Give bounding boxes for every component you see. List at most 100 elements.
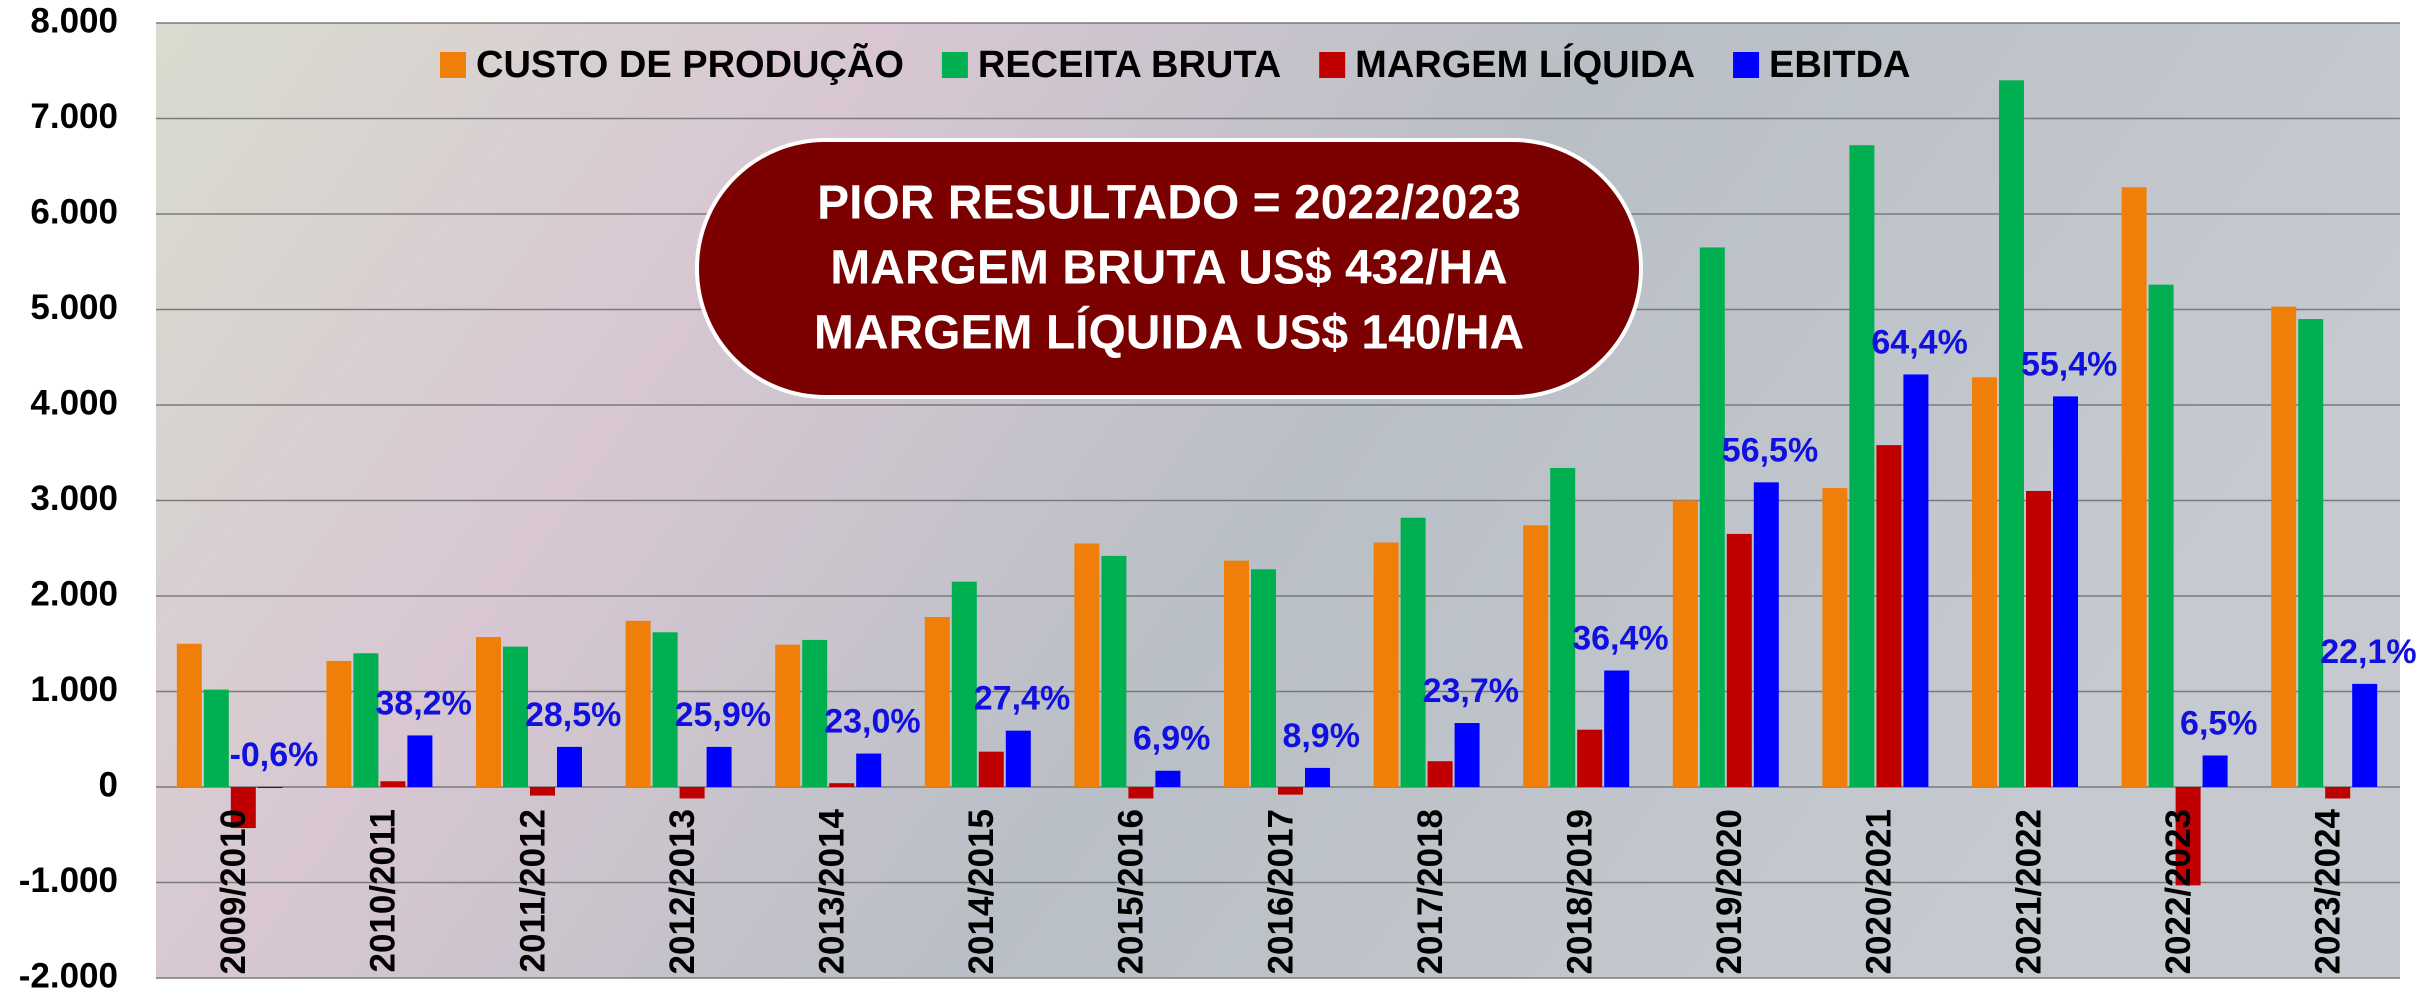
x-tick-label: 2021/2022 — [2009, 809, 2048, 974]
bar — [1006, 731, 1031, 787]
y-tick-label: 2.000 — [30, 574, 118, 613]
bar — [1822, 488, 1847, 787]
bar — [775, 645, 800, 787]
x-tick-label: 2011/2012 — [513, 809, 552, 973]
bar — [530, 787, 555, 796]
y-tick-label: 1.000 — [30, 670, 118, 709]
bar — [2203, 755, 2228, 787]
margin-label: 23,7% — [1423, 672, 1519, 710]
bar — [1903, 374, 1928, 787]
legend-swatch — [1319, 52, 1345, 78]
bar — [258, 787, 283, 788]
margin-label: 55,4% — [2021, 345, 2117, 383]
bar — [1577, 730, 1602, 787]
bar — [204, 690, 229, 787]
y-tick-label: 5.000 — [30, 288, 118, 327]
margin-label: 8,9% — [1282, 717, 1360, 755]
margin-label: 25,9% — [675, 696, 771, 734]
margin-label: 56,5% — [1722, 431, 1818, 469]
bar — [1999, 80, 2024, 787]
x-tick-label: 2017/2018 — [1411, 809, 1450, 974]
legend-swatch — [1733, 52, 1759, 78]
bar — [2053, 396, 2078, 787]
bar — [2352, 684, 2377, 787]
margin-label: 23,0% — [824, 703, 920, 741]
bar — [1523, 525, 1548, 787]
bar — [856, 754, 881, 787]
margin-label: 6,5% — [2180, 704, 2258, 742]
bar — [476, 637, 501, 787]
bar — [1754, 482, 1779, 787]
legend-label: MARGEM LÍQUIDA — [1355, 42, 1695, 86]
x-tick-label: 2022/2023 — [2159, 809, 2198, 974]
margin-label: 38,2% — [375, 684, 471, 722]
y-tick-label: 8.000 — [30, 1, 118, 40]
x-tick-label: 2013/2014 — [812, 808, 851, 974]
x-tick-label: 2014/2015 — [962, 809, 1001, 974]
bar — [326, 661, 351, 787]
bar — [2149, 285, 2174, 787]
x-tick-label: 2018/2019 — [1560, 809, 1599, 974]
bar — [1074, 543, 1099, 787]
x-tick-label: 2012/2013 — [663, 809, 702, 974]
bar — [979, 752, 1004, 787]
y-tick-label: 0 — [99, 765, 118, 804]
bar — [1455, 723, 1480, 787]
bar — [1101, 556, 1126, 787]
bar — [1727, 534, 1752, 787]
bar — [707, 747, 732, 787]
legend-swatch — [942, 52, 968, 78]
bar — [380, 781, 405, 787]
bar — [626, 621, 651, 787]
bar — [2271, 307, 2296, 787]
bar — [1428, 761, 1453, 787]
y-tick-label: -1.000 — [19, 861, 118, 900]
bar — [1604, 670, 1629, 787]
legend-swatch — [440, 52, 466, 78]
bar — [557, 747, 582, 787]
bar — [1278, 787, 1303, 795]
legend-label: RECEITA BRUTA — [978, 44, 1281, 86]
bar — [1374, 543, 1399, 787]
bar — [2122, 187, 2147, 787]
margin-label: 36,4% — [1572, 619, 1668, 657]
y-tick-label: -2.000 — [19, 956, 118, 994]
margin-label: 28,5% — [525, 696, 621, 734]
bar — [829, 783, 854, 787]
margin-label: -0,6% — [230, 736, 319, 774]
x-tick-label: 2010/2011 — [364, 809, 403, 973]
bar — [2325, 787, 2350, 798]
y-tick-label: 4.000 — [30, 383, 118, 422]
bar — [1849, 145, 1874, 787]
bar — [1224, 561, 1249, 787]
margin-label: 27,4% — [974, 680, 1070, 718]
y-tick-label: 6.000 — [30, 192, 118, 231]
x-tick-label: 2016/2017 — [1261, 809, 1300, 974]
callout-text: MARGEM BRUTA US$ 432/HA — [830, 242, 1507, 295]
y-tick-label: 7.000 — [30, 97, 118, 136]
bar — [1155, 771, 1180, 787]
bar — [2298, 319, 2323, 787]
legend-label: CUSTO DE PRODUÇÃO — [476, 42, 904, 86]
bar — [1128, 787, 1153, 798]
legend-label: EBITDA — [1769, 44, 1910, 86]
bar — [925, 617, 950, 787]
callout-text: MARGEM LÍQUIDA US$ 140/HA — [814, 306, 1524, 360]
x-tick-label: 2020/2021 — [1860, 809, 1899, 974]
bar — [1251, 569, 1276, 787]
bar — [407, 735, 432, 787]
bar — [1876, 445, 1901, 787]
bar — [680, 787, 705, 798]
margin-label: 64,4% — [1871, 323, 1967, 361]
margin-label: 6,9% — [1133, 720, 1211, 758]
callout-text: PIOR RESULTADO = 2022/2023 — [817, 177, 1521, 230]
x-tick-label: 2015/2016 — [1112, 809, 1151, 974]
bar — [1401, 518, 1426, 787]
margin-label: 22,1% — [2320, 633, 2416, 671]
bar — [1700, 247, 1725, 787]
y-tick-label: 3.000 — [30, 479, 118, 518]
chart: -2.000 -1.000 0 1.000 2.000 3.000 4.000 5.000 6.… — [0, 0, 2423, 994]
bar — [1972, 377, 1997, 787]
x-tick-label: 2019/2020 — [1710, 809, 1749, 974]
x-tick-label: 2023/2024 — [2308, 808, 2347, 974]
